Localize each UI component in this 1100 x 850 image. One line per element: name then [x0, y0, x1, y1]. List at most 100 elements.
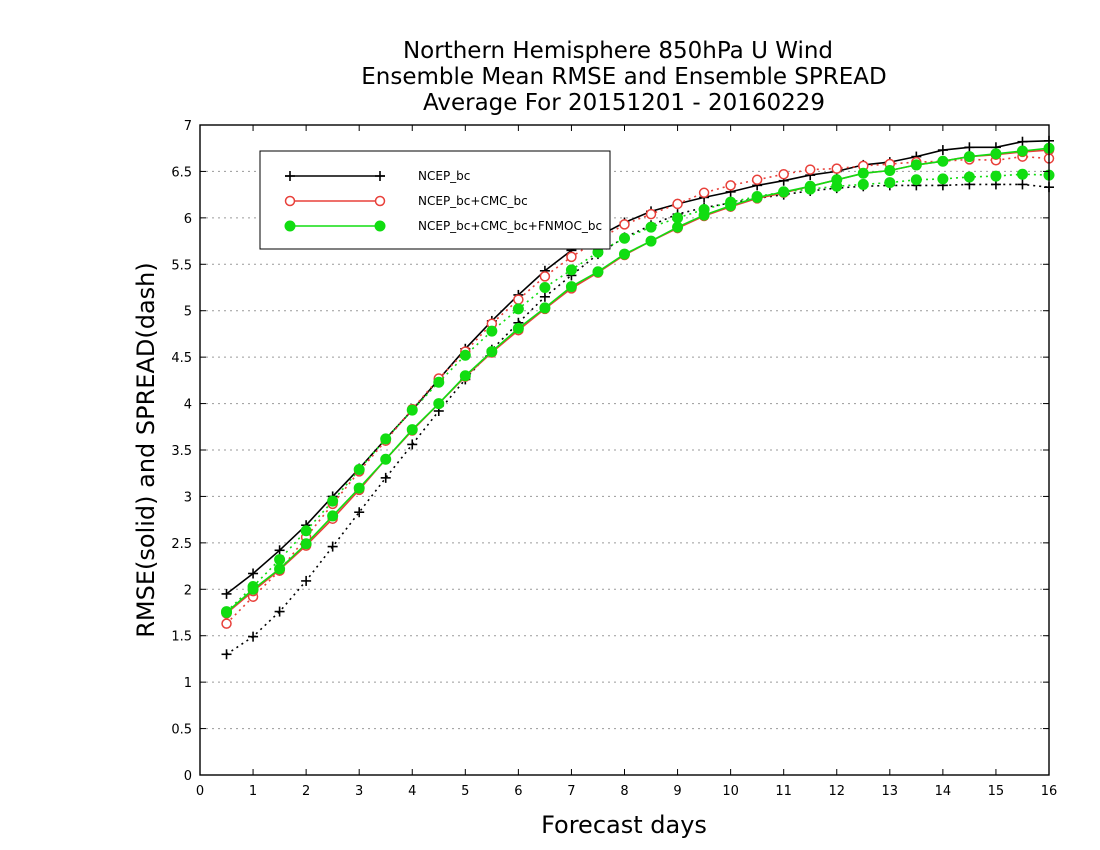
y-axis-ticks: 0 0.5 1 1.5 2 2.5 3 3.5 4 4.5 5 5.5 6 6.5 7 — [171, 119, 1049, 784]
series-ncep-bc-rmse-point — [937, 145, 948, 156]
series-ncep-bc-cmc-bc-spread-point — [539, 271, 551, 282]
series-ncep-bc-cmc-bc-fnmoc-bc-rmse-point — [725, 200, 737, 212]
series-ncep-bc-rmse-point — [1017, 136, 1028, 147]
y-tick-label: 6.5 — [171, 165, 192, 180]
series-ncep-bc-cmc-bc-fnmoc-bc-rmse-point — [327, 510, 339, 522]
y-tick-label: 2.5 — [171, 537, 192, 552]
series-ncep-bc-spread-point — [327, 541, 338, 552]
series-ncep-bc-spread-point — [248, 631, 259, 642]
series-ncep-bc-cmc-bc-fnmoc-bc-rmse-point — [221, 607, 233, 618]
series-ncep-bc-cmc-bc-fnmoc-bc-rmse-point — [619, 248, 630, 260]
legend-label-ncep-bc-cmc-bc-fnmoc-bc: NCEP_bc+CMC_bc+FNMOC_bc — [418, 219, 602, 233]
chart-title-line-3: Average For 20151201 - 20160229 — [423, 90, 825, 116]
legend-marker-ncep-bc-cmc-bc-fnmoc-bc — [374, 220, 386, 232]
series-ncep-bc-rmse-point — [964, 142, 975, 153]
series-ncep-bc-cmc-bc-fnmoc-bc-rmse-point — [433, 398, 445, 410]
series-ncep-bc-cmc-bc-fnmoc-bc-spread-point — [884, 177, 896, 189]
series-ncep-bc-spread-point — [274, 606, 285, 617]
x-tick-label: 5 — [461, 784, 469, 799]
x-tick-label: 2 — [302, 784, 310, 799]
series-ncep-bc-cmc-bc-fnmoc-bc-rmse-point — [910, 159, 922, 171]
y-tick-label: 5 — [184, 305, 192, 320]
x-tick-label: 6 — [514, 784, 522, 799]
series-ncep-bc-cmc-bc-fnmoc-bc-rmse-point — [512, 322, 524, 334]
series-ncep-bc-spread-point — [539, 291, 550, 302]
x-tick-label: 10 — [722, 784, 739, 799]
series-ncep-bc-cmc-bc-fnmoc-bc-spread-point — [406, 404, 418, 416]
x-tick-label: 7 — [567, 784, 575, 799]
legend-label-ncep-bc: NCEP_bc — [418, 169, 470, 183]
series-ncep-bc-cmc-bc-fnmoc-bc-rmse-point — [672, 221, 684, 233]
series-ncep-bc-cmc-bc-fnmoc-bc-spread-point — [645, 221, 657, 233]
series-ncep-bc-cmc-bc-fnmoc-bc-spread-point — [1016, 168, 1028, 180]
legend-marker-ncep-bc — [285, 171, 295, 181]
legend: NCEP_bc NCEP_bc+CMC_bc NCEP_bc+CMC_bc+FNMO… — [259, 150, 611, 250]
series-ncep-bc-cmc-bc-spread-point — [221, 618, 232, 629]
y-tick-label: 4 — [184, 398, 192, 413]
series-ncep-bc-cmc-bc-fnmoc-bc-rmse-point — [778, 186, 790, 198]
y-tick-label: 5.5 — [171, 258, 192, 273]
series-ncep-bc-cmc-bc-fnmoc-bc-rmse-point — [539, 302, 551, 314]
chart-title-line-2: Ensemble Mean RMSE and Ensemble SPREAD — [361, 64, 886, 90]
x-tick-label: 4 — [408, 784, 416, 799]
x-tick-label: 9 — [673, 784, 681, 799]
series-ncep-bc-cmc-bc-spread-point — [513, 294, 524, 305]
series-ncep-bc-cmc-bc-fnmoc-bc-rmse-point — [380, 453, 392, 465]
series-ncep-bc-cmc-bc-fnmoc-bc-spread-point — [672, 212, 684, 224]
series-ncep-bc-spread-point — [380, 472, 391, 483]
series-ncep-bc-spread-line — [226, 183, 1050, 655]
series-ncep-bc-cmc-bc-spread-point — [672, 198, 683, 210]
legend-marker-ncep-bc-cmc-bc-fnmoc-bc — [284, 220, 296, 232]
series-layer — [221, 135, 1055, 660]
series-ncep-bc-cmc-bc-fnmoc-bc-rmse-point — [565, 281, 577, 293]
x-tick-label: 0 — [196, 784, 204, 799]
series-ncep-bc-cmc-bc-spread-point — [831, 163, 842, 174]
series-ncep-bc-cmc-bc-spread-point — [778, 168, 789, 180]
series-ncep-bc-cmc-bc-fnmoc-bc-spread-point — [565, 264, 577, 276]
y-tick-label: 1 — [184, 676, 192, 691]
series-ncep-bc-cmc-bc-fnmoc-bc-rmse-point — [406, 424, 418, 436]
y-tick-label: 3.5 — [171, 444, 192, 459]
y-tick-label: 1.5 — [171, 630, 192, 645]
x-tick-label: 14 — [935, 784, 952, 799]
series-ncep-bc-cmc-bc-fnmoc-bc-rmse-point — [645, 235, 657, 247]
series-ncep-bc-cmc-bc-fnmoc-bc-spread-point — [857, 178, 869, 190]
series-ncep-bc-cmc-bc-fnmoc-bc-spread-point — [486, 325, 498, 337]
legend-marker-ncep-bc-cmc-bc — [374, 195, 386, 207]
series-ncep-bc-cmc-bc-fnmoc-bc-rmse-point — [831, 174, 843, 186]
y-axis-label: RMSE(solid) and SPREAD(dash) — [132, 262, 160, 638]
series-ncep-bc-cmc-bc-fnmoc-bc-spread-point — [990, 170, 1002, 182]
x-tick-label: 1 — [249, 784, 257, 799]
series-ncep-bc-cmc-bc-fnmoc-bc-rmse-point — [1016, 145, 1028, 157]
series-ncep-bc-cmc-bc-fnmoc-bc-rmse-point — [751, 191, 763, 203]
series-ncep-bc-cmc-bc-fnmoc-bc-spread-point — [619, 232, 630, 244]
series-ncep-bc-cmc-bc-fnmoc-bc-rmse-point — [990, 148, 1002, 160]
series-ncep-bc-spread-point — [354, 507, 365, 518]
x-axis-label: Forecast days — [541, 811, 707, 839]
y-tick-label: 6 — [184, 212, 192, 227]
x-tick-label: 3 — [355, 784, 363, 799]
y-tick-label: 3 — [184, 490, 192, 505]
series-ncep-bc-cmc-bc-fnmoc-bc-spread-point — [433, 376, 445, 388]
series-ncep-bc-spread-point — [407, 439, 418, 450]
series-ncep-bc-cmc-bc-fnmoc-bc-spread-point — [300, 525, 312, 537]
series-ncep-bc-spread-point — [221, 649, 232, 660]
series-ncep-bc-cmc-bc-fnmoc-bc-rmse-point — [804, 180, 816, 192]
x-tick-label: 12 — [828, 784, 845, 799]
series-ncep-bc-cmc-bc-spread-point — [751, 174, 763, 186]
y-tick-label: 2 — [184, 583, 192, 598]
series-ncep-bc-cmc-bc-fnmoc-bc-rmse-point — [857, 167, 869, 179]
x-tick-label: 16 — [1041, 784, 1058, 799]
series-ncep-bc-cmc-bc-fnmoc-bc-spread-point — [327, 495, 339, 507]
series-ncep-bc-cmc-bc-fnmoc-bc-rmse-point — [884, 165, 896, 176]
series-ncep-bc-cmc-bc-spread-point — [698, 187, 710, 199]
series-ncep-bc-cmc-bc-fnmoc-bc-rmse-point — [486, 346, 498, 358]
series-ncep-bc-cmc-bc-fnmoc-bc-spread-point — [274, 554, 286, 566]
legend-label-ncep-bc-cmc-bc: NCEP_bc+CMC_bc — [418, 194, 528, 208]
series-ncep-bc-rmse-point — [274, 545, 285, 556]
x-tick-label: 11 — [775, 784, 792, 799]
series-ncep-bc-rmse-point — [221, 588, 232, 599]
x-tick-label: 8 — [620, 784, 628, 799]
series-ncep-bc-spread-point — [1017, 179, 1028, 190]
series-ncep-bc-cmc-bc-fnmoc-bc-spread-point — [512, 303, 524, 315]
